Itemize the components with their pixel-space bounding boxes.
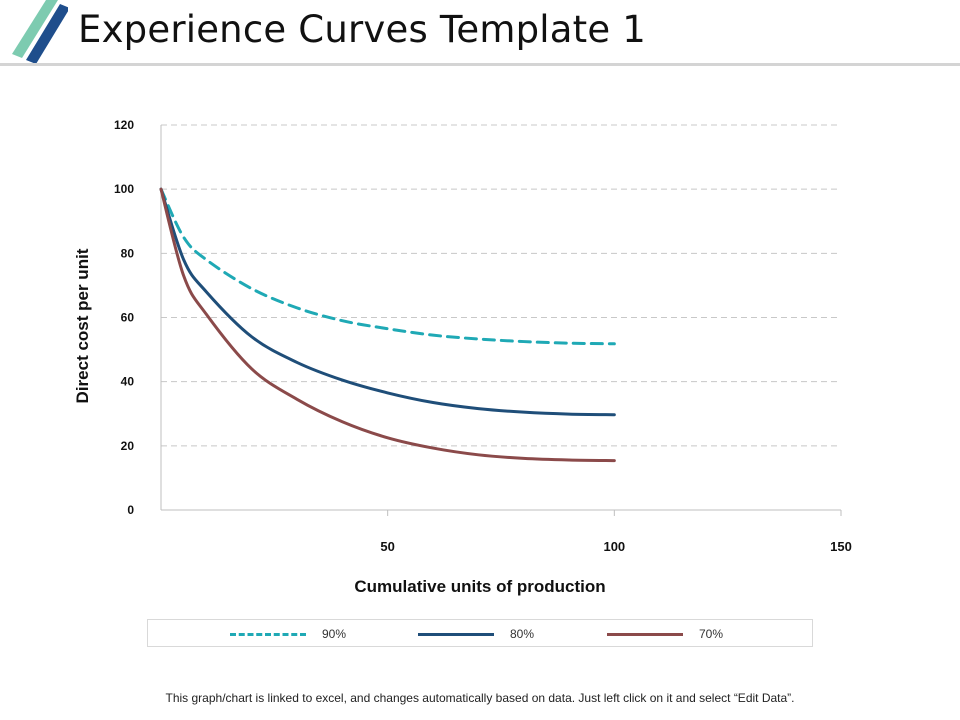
- y-tick-label: 60: [121, 311, 135, 325]
- page-title: Experience Curves Template 1: [78, 8, 647, 51]
- x-tick-label: 50: [380, 539, 394, 554]
- chart-legend[interactable]: 90% 80% 70%: [147, 619, 813, 647]
- gridlines: [161, 124, 841, 447]
- x-tick-label: 100: [603, 539, 625, 554]
- y-tick-label: 20: [121, 439, 135, 453]
- x-axis-label: Cumulative units of production: [354, 577, 605, 596]
- y-tick-label: 100: [114, 182, 134, 196]
- legend-item-90pct[interactable]: 90%: [230, 620, 346, 648]
- series-line-90pct[interactable]: [159, 187, 616, 346]
- y-tick-label: 120: [114, 118, 134, 132]
- y-tick-label: 40: [121, 375, 135, 389]
- legend-item-70pct[interactable]: 70%: [607, 620, 723, 648]
- y-tick-label: 80: [121, 246, 135, 260]
- logo-icon: [12, 0, 68, 64]
- x-tick-labels: 50 100 150: [380, 539, 851, 554]
- y-tick-labels: 0 20 40 60 80 100 120: [114, 118, 134, 517]
- x-tick-label: 150: [830, 539, 852, 554]
- legend-item-80pct[interactable]: 80%: [418, 620, 534, 648]
- y-tick-label: 0: [127, 503, 134, 517]
- series-line-70pct[interactable]: [159, 187, 616, 463]
- legend-label: 80%: [510, 627, 535, 641]
- legend-swatch: [607, 632, 683, 636]
- title-divider: [0, 63, 960, 66]
- logo-stripe-dark: [26, 4, 68, 64]
- logo-stripe-light: [12, 0, 58, 58]
- y-axis-label: Direct cost per unit: [73, 248, 92, 403]
- series-lines: [159, 187, 616, 463]
- series-line-80pct[interactable]: [159, 187, 616, 417]
- legend-swatch: [418, 632, 494, 636]
- footer-note: This graph/chart is linked to excel, and…: [165, 691, 795, 705]
- legend-label: 90%: [322, 627, 347, 641]
- legend-swatch: [230, 632, 306, 636]
- legend-label: 70%: [699, 627, 724, 641]
